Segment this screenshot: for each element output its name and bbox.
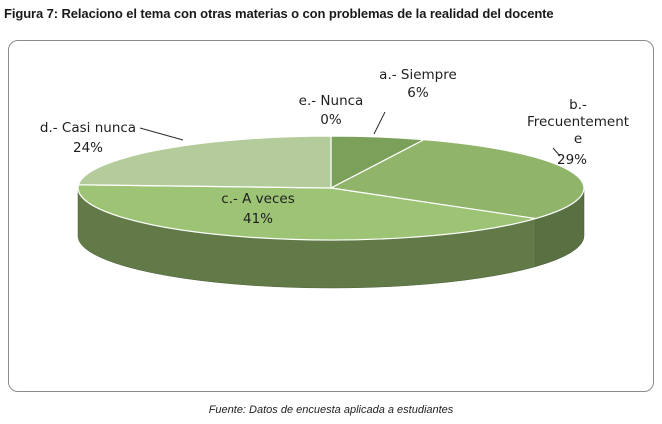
slice-value-d-casi-nunca: 24%	[73, 140, 103, 156]
slice-label-a-siempre: a.- Siempre	[379, 67, 457, 83]
slice-label-b-frecuentemente-line-2: e	[574, 131, 582, 147]
leader-line-d-casi-nunca	[139, 127, 184, 141]
slice-d-casi-nunca	[77, 135, 332, 189]
slice-b-frecuentemente	[329, 139, 585, 220]
slice-c-a-veces	[77, 184, 536, 241]
slice-label-b-frecuentemente-line-0: b.-	[569, 97, 587, 113]
leader-line-b-frecuentemente	[552, 147, 561, 157]
slice-label-e-nunca: e.- Nunca	[299, 93, 364, 109]
slice-value-e-nunca: 0%	[320, 112, 342, 128]
slice-label-b-frecuentemente-line-1: Frecuentement	[527, 114, 629, 130]
pie-slices	[77, 135, 585, 289]
slice-label-c-a-veces: c.- A veces	[221, 191, 294, 207]
slice-value-b-frecuentemente: 29%	[557, 152, 587, 168]
slice-value-c-a-veces: 41%	[243, 211, 273, 227]
leader-line-a-siempre	[373, 111, 386, 135]
slice-label-d-casi-nunca: d.- Casi nunca	[40, 120, 136, 136]
figure-source: Fuente: Datos de encuesta aplicada a est…	[208, 404, 454, 416]
slice-value-a-siempre: 6%	[407, 85, 429, 101]
leader-lines	[139, 111, 561, 157]
figure-title: Figura 7: Relaciono el tema con otras ma…	[4, 6, 554, 21]
